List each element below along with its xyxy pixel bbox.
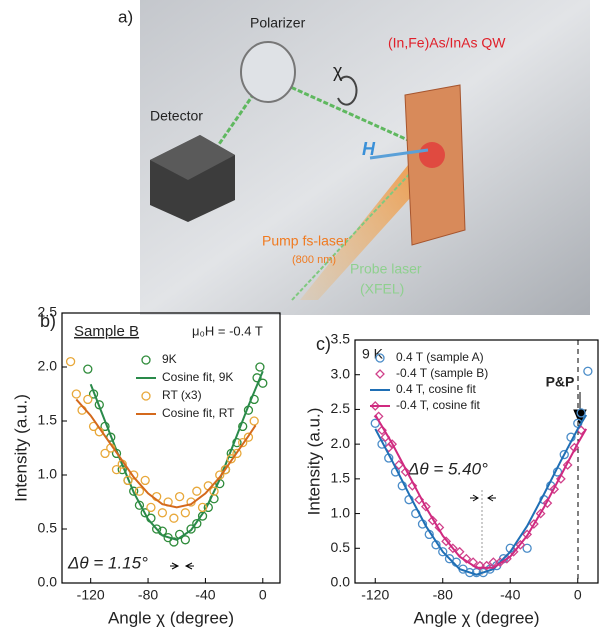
y-tick-label: 2.5	[38, 304, 58, 320]
x-axis-label: Angle χ (degree)	[108, 608, 234, 627]
illustration: a) Polarizer χ (In,Fe)As/InAs QW Detecto…	[118, 0, 590, 315]
data-point	[141, 476, 149, 484]
y-tick-label: 2.5	[331, 400, 351, 416]
x-tick-label: -80	[138, 587, 158, 603]
legend-label: 0.4 T (sample A)	[396, 350, 484, 364]
y-tick-label: 0.5	[331, 539, 351, 555]
sample-label: (In,Fe)As/InAs QW	[388, 35, 506, 51]
y-tick-label: 2.0	[331, 435, 351, 451]
figure: a) Polarizer χ (In,Fe)As/InAs QW Detecto…	[0, 0, 607, 633]
panel-label: c)	[316, 334, 331, 354]
legend-swatch	[142, 392, 150, 400]
delta-arrows	[170, 563, 194, 569]
sample-spot	[419, 142, 445, 168]
data-point	[584, 367, 592, 375]
annotation: P&P	[546, 374, 575, 390]
chi-label: χ	[333, 61, 343, 81]
data-point	[158, 509, 166, 517]
data-point	[147, 503, 155, 511]
data-point	[72, 390, 80, 398]
legend-label: -0.4 T, cosine fit	[396, 398, 480, 412]
field-label: H	[362, 139, 376, 159]
annotation: Sample B	[74, 323, 139, 340]
legend-swatch	[142, 356, 150, 364]
data-point	[170, 514, 178, 522]
y-tick-label: 1.5	[331, 470, 351, 486]
probe-source: (XFEL)	[360, 281, 404, 297]
x-tick-label: -120	[361, 587, 389, 603]
fit-line	[375, 415, 586, 575]
legend-label: -0.4 T (sample B)	[396, 366, 488, 380]
polarizer	[241, 42, 295, 102]
x-tick-label: -120	[77, 587, 105, 603]
data-point	[67, 358, 75, 366]
data-point	[181, 509, 189, 517]
detector-label: Detector	[150, 108, 203, 124]
panel-label: a)	[118, 7, 133, 26]
polarizer-label: Polarizer	[250, 15, 306, 31]
y-tick-label: 1.5	[38, 412, 58, 428]
probe-label: Probe laser	[350, 261, 422, 277]
data-point	[256, 363, 264, 371]
delta-arrows	[470, 495, 496, 501]
x-axis-label: Angle χ (degree)	[413, 608, 539, 627]
legend-label: 9K	[162, 352, 177, 366]
y-tick-label: 2.0	[38, 358, 58, 374]
legend-label: 0.4 T, cosine fit	[396, 382, 476, 396]
y-tick-label: 0.0	[331, 574, 351, 590]
y-tick-label: 3.5	[331, 331, 351, 347]
x-tick-label: -40	[500, 587, 520, 603]
legend-swatch	[376, 370, 384, 378]
y-tick-label: 0.0	[38, 574, 58, 590]
y-tick-label: 1.0	[331, 504, 351, 520]
x-tick-label: 0	[259, 587, 267, 603]
data-point	[84, 365, 92, 373]
y-tick-label: 0.5	[38, 520, 58, 536]
x-tick-label: -80	[433, 587, 453, 603]
x-tick-label: 0	[574, 587, 582, 603]
data-point	[84, 395, 92, 403]
legend-label: Cosine fit, 9K	[162, 370, 233, 384]
legend-label: Cosine fit, RT	[162, 406, 235, 420]
y-tick-label: 3.0	[331, 365, 351, 381]
y-tick-label: 1.0	[38, 466, 58, 482]
y-axis-label: Intensity (a.u.)	[304, 408, 323, 516]
x-tick-label: -40	[195, 587, 215, 603]
pump-label: Pump fs-laser	[262, 233, 349, 249]
legend-label: RT (x3)	[162, 388, 202, 402]
annotation: Δθ = 1.15°	[67, 553, 148, 572]
data-point	[193, 487, 201, 495]
data-point	[176, 493, 184, 501]
annotation: μ₀H = -0.4 T	[192, 323, 263, 338]
data-point	[250, 417, 258, 425]
y-axis-label: Intensity (a.u.)	[11, 394, 30, 502]
pump-wavelength: (800 nm)	[292, 254, 336, 266]
annotation: Δθ = 5.40°	[407, 459, 488, 478]
data-point	[135, 487, 143, 495]
